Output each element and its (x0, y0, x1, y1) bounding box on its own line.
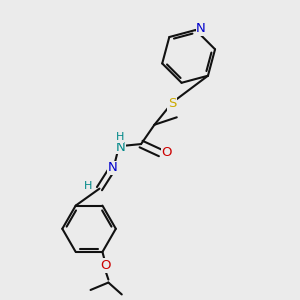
Text: N: N (196, 22, 206, 35)
Text: S: S (168, 98, 176, 110)
Text: O: O (100, 259, 111, 272)
Text: H: H (83, 181, 92, 191)
Text: H: H (116, 132, 124, 142)
Text: N: N (108, 161, 118, 174)
Text: O: O (162, 146, 172, 160)
Text: N: N (116, 140, 125, 154)
